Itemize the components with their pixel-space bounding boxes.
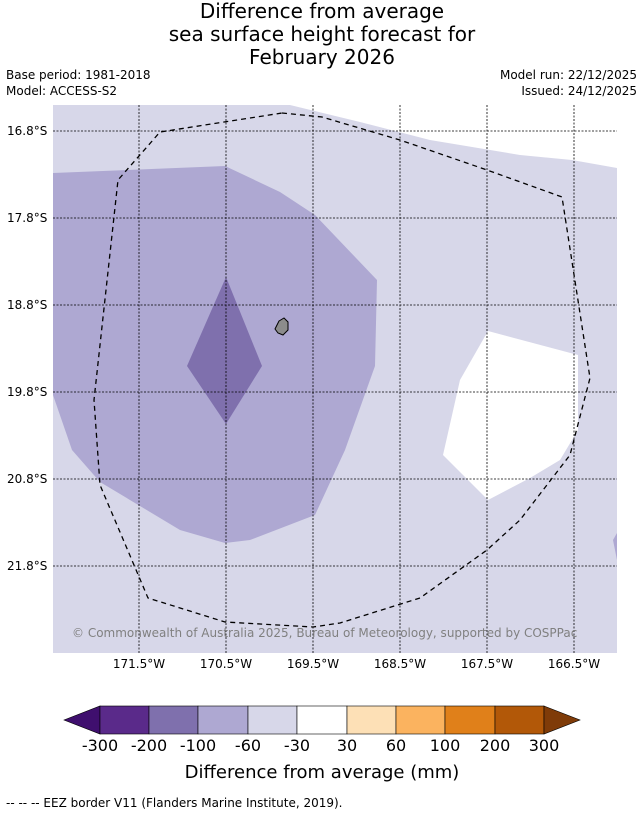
lon-label-6: 166.5°W	[547, 657, 601, 671]
colorbar-segment-6	[346, 705, 397, 735]
contour-band-edge	[613, 533, 617, 560]
colorbar-tick-6: 30	[336, 736, 358, 755]
graticule	[53, 105, 617, 653]
colorbar-extend-low	[63, 705, 101, 735]
lat-label-1: 16.8°S	[7, 124, 48, 138]
colorbar-segment-4	[247, 705, 298, 735]
contour-band-neutral	[443, 331, 578, 500]
copyright-text: © Commonwealth of Australia 2025, Bureau…	[72, 626, 578, 640]
colorbar-label: Difference from average (mm)	[184, 762, 460, 783]
colorbar-tick-4: -60	[234, 736, 262, 755]
colorbar-extend-high	[543, 705, 581, 735]
title-line-2: sea surface height forecast for	[168, 22, 476, 46]
lon-label-2: 170.5°W	[199, 657, 253, 671]
colorbar-segment-5	[296, 705, 348, 735]
lon-label-4: 168.5°W	[373, 657, 427, 671]
issued-date: Issued: 24/12/2025	[521, 84, 637, 98]
colorbar-tick-7: 60	[385, 736, 407, 755]
lon-label-3: 169.5°W	[286, 657, 340, 671]
meta-left: Base period: 1981-2018 Model: ACCESS-S2	[6, 67, 151, 99]
title-line-1: Difference from average	[199, 0, 445, 23]
lon-label-5: 167.5°W	[460, 657, 514, 671]
model-run: Model run: 22/12/2025	[499, 68, 637, 82]
island-shape	[274, 317, 289, 336]
lon-label-1: 171.5°W	[112, 657, 166, 671]
colorbar-segment-9	[494, 705, 545, 735]
colorbar-segment-8	[444, 705, 496, 735]
title-line-3: February 2026	[249, 45, 395, 69]
lat-label-2: 17.8°S	[7, 211, 48, 225]
colorbar-segment-1	[99, 705, 150, 735]
eez-legend: -- -- -- EEZ border V11 (Flanders Marine…	[6, 796, 343, 810]
lat-label-6: 21.8°S	[7, 559, 48, 573]
model-name: Model: ACCESS-S2	[6, 84, 118, 98]
contour-band-minus100	[187, 277, 262, 424]
lat-label-5: 20.8°S	[7, 472, 48, 486]
base-period: Base period: 1981-2018	[6, 68, 151, 82]
colorbar-tick-10: 300	[528, 736, 560, 755]
colorbar-segment-3	[197, 705, 249, 735]
meta-right: Model run: 22/12/2025 Issued: 24/12/2025	[500, 67, 637, 99]
lat-label-4: 19.8°S	[7, 385, 48, 399]
contour-layers	[53, 105, 617, 653]
chart-title: Difference from average sea surface heig…	[0, 0, 644, 69]
colorbar-tick-9: 200	[479, 736, 511, 755]
eez-border	[93, 112, 591, 628]
lat-label-3: 18.8°S	[7, 298, 48, 312]
colorbar-tick-1: -300	[81, 736, 119, 755]
colorbar-tick-5: -30	[283, 736, 311, 755]
colorbar-segment-7	[395, 705, 446, 735]
colorbar-tick-2: -200	[130, 736, 168, 755]
colorbar-segment-2	[148, 705, 199, 735]
colorbar-tick-3: -100	[179, 736, 217, 755]
colorbar-tick-8: 100	[429, 736, 461, 755]
